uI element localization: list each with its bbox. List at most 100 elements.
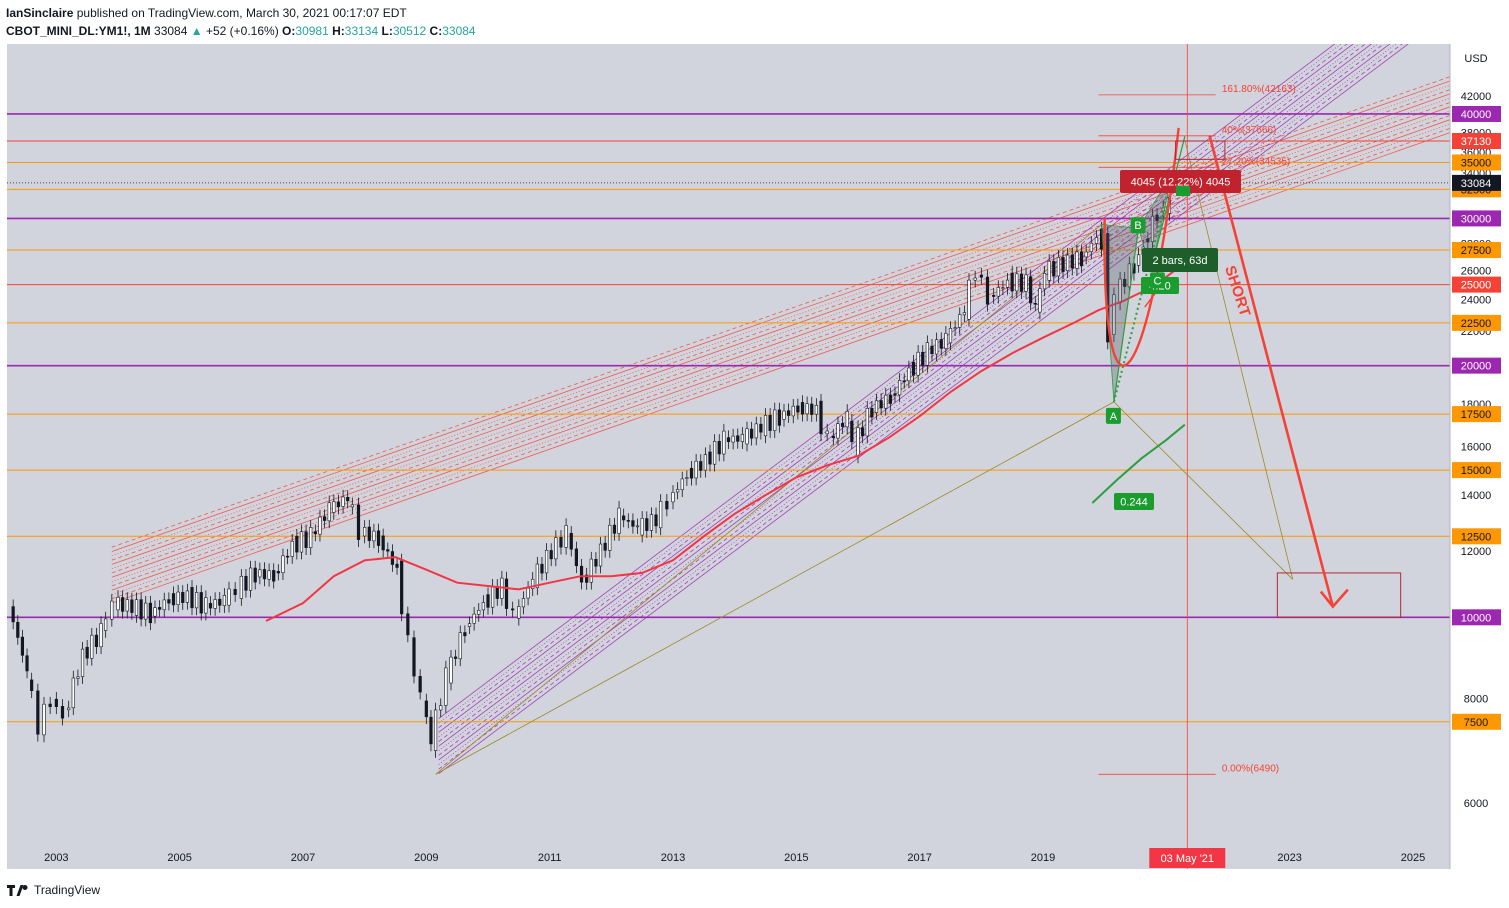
candle[interactable]	[433, 709, 438, 751]
candle[interactable]	[71, 677, 75, 709]
candle[interactable]	[631, 520, 635, 527]
candle[interactable]	[689, 467, 694, 479]
candle[interactable]	[685, 477, 689, 479]
candle[interactable]	[121, 597, 125, 612]
candle[interactable]	[429, 716, 433, 745]
candle[interactable]	[1005, 279, 1010, 288]
level-axis-tag[interactable]: 30000	[1461, 213, 1492, 225]
candle[interactable]	[171, 593, 176, 606]
candle[interactable]	[299, 531, 304, 553]
candle[interactable]	[930, 345, 934, 355]
level-axis-tag[interactable]: 22500	[1461, 318, 1492, 330]
level-axis-tag[interactable]: 27500	[1461, 245, 1492, 257]
candle[interactable]	[845, 411, 849, 428]
candle[interactable]	[439, 705, 443, 711]
candle[interactable]	[454, 656, 458, 659]
candle[interactable]	[703, 454, 707, 471]
candle[interactable]	[356, 504, 361, 540]
candle[interactable]	[54, 698, 58, 708]
candle[interactable]	[958, 314, 962, 328]
candle[interactable]	[598, 543, 603, 567]
candle[interactable]	[367, 526, 371, 541]
candle[interactable]	[861, 427, 865, 437]
candle[interactable]	[564, 525, 568, 548]
candle[interactable]	[759, 423, 763, 433]
candle[interactable]	[992, 294, 996, 297]
level-axis-tag[interactable]: 37130	[1461, 136, 1492, 148]
candle[interactable]	[750, 428, 754, 439]
candle[interactable]	[594, 558, 598, 567]
candle[interactable]	[787, 410, 791, 416]
candle[interactable]	[736, 435, 740, 442]
candle[interactable]	[386, 549, 390, 552]
candle[interactable]	[898, 380, 902, 396]
candle[interactable]	[622, 515, 626, 521]
candle[interactable]	[1066, 254, 1070, 271]
candle[interactable]	[777, 409, 781, 426]
candle[interactable]	[1146, 238, 1150, 243]
candle[interactable]	[381, 535, 385, 551]
candle[interactable]	[870, 408, 874, 418]
candle[interactable]	[346, 497, 350, 502]
candle[interactable]	[213, 599, 217, 609]
candle[interactable]	[535, 563, 539, 589]
candle[interactable]	[458, 632, 462, 660]
candle[interactable]	[76, 676, 80, 679]
candle[interactable]	[731, 435, 735, 443]
candle[interactable]	[569, 532, 573, 550]
candle[interactable]	[617, 507, 621, 534]
candle[interactable]	[25, 655, 29, 672]
candle[interactable]	[612, 524, 617, 534]
candle[interactable]	[130, 599, 134, 613]
candle[interactable]	[645, 518, 649, 531]
candle[interactable]	[309, 527, 313, 548]
candle[interactable]	[208, 603, 213, 609]
candle[interactable]	[11, 606, 15, 623]
candle[interactable]	[796, 405, 800, 413]
candle[interactable]	[327, 502, 331, 522]
candle[interactable]	[1070, 254, 1074, 269]
candle[interactable]	[1084, 251, 1088, 258]
candle[interactable]	[825, 430, 829, 435]
candle[interactable]	[153, 607, 157, 617]
candle[interactable]	[190, 587, 194, 609]
candle[interactable]	[253, 567, 257, 583]
candle[interactable]	[1136, 254, 1141, 266]
candle[interactable]	[67, 707, 71, 711]
candle[interactable]	[531, 578, 535, 590]
level-axis-tag[interactable]: 20000	[1461, 361, 1492, 373]
candle[interactable]	[699, 461, 703, 471]
candle[interactable]	[204, 597, 208, 614]
candle[interactable]	[540, 563, 544, 574]
candle[interactable]	[549, 550, 553, 560]
candle[interactable]	[318, 516, 322, 535]
candle[interactable]	[754, 423, 758, 439]
candle[interactable]	[262, 569, 267, 580]
candle[interactable]	[176, 591, 180, 605]
symbol-name[interactable]: CBOT_MINI_DL:YM1!, 1M	[6, 24, 151, 38]
candle[interactable]	[1089, 242, 1093, 252]
candle[interactable]	[925, 342, 929, 366]
level-axis-tag[interactable]: 10000	[1461, 612, 1492, 624]
candle[interactable]	[836, 423, 840, 439]
candle[interactable]	[495, 586, 499, 599]
candle[interactable]	[521, 598, 526, 608]
candle[interactable]	[504, 578, 509, 609]
level-axis-tag[interactable]: 25000	[1461, 280, 1492, 292]
candle[interactable]	[20, 636, 25, 656]
candle[interactable]	[939, 339, 943, 349]
candle[interactable]	[659, 501, 663, 529]
candle[interactable]	[554, 537, 558, 560]
candle[interactable]	[376, 530, 381, 546]
level-axis-tag[interactable]: 40000	[1461, 109, 1492, 121]
candle[interactable]	[665, 500, 669, 510]
candle[interactable]	[491, 585, 495, 608]
candle[interactable]	[654, 514, 658, 527]
candle[interactable]	[125, 599, 129, 612]
candle[interactable]	[350, 504, 354, 508]
candle[interactable]	[694, 460, 698, 479]
candle[interactable]	[36, 690, 40, 735]
candle[interactable]	[1061, 257, 1065, 272]
candle[interactable]	[233, 588, 237, 595]
candle[interactable]	[810, 403, 814, 415]
